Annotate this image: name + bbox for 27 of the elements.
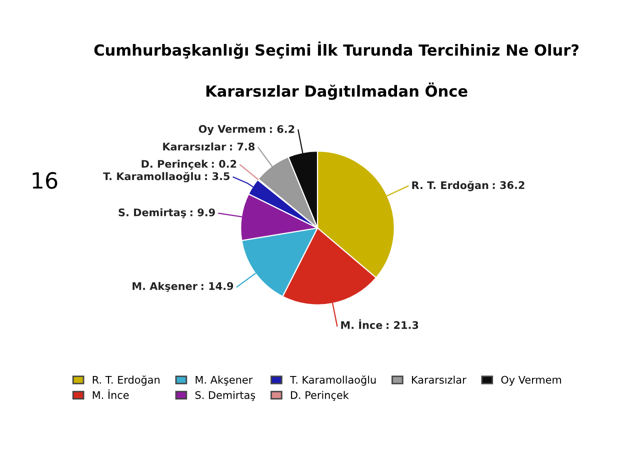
data-label: : 7.8 [230,142,255,151]
legend-label: Kararsızlar [412,376,466,384]
slice-label: S. Demirtaş [118,208,186,218]
data-label: : 6.2 [270,125,294,133]
chart-title: Cumhurbaşkanlığı Seçimi İlk Turunda Tercihiniz Ne Olur? [94,41,579,59]
slice-label: M. Akşener [132,282,198,292]
slice-label: M. İnce [341,319,382,329]
legend-label: R. T. Erdoğan [92,375,160,386]
data-label: : 3.5 [205,172,230,180]
legend-label: T. Karamollaoğlu [290,375,376,386]
legend-label: M. Akşener [196,376,253,386]
text: 16 [32,172,58,189]
legend-label: D. Perinçek [291,390,349,401]
data-label: : 36.2 [492,181,524,190]
slice-label: Oy Vermem [198,125,266,135]
slice-label: D. Perinçek [142,160,208,170]
legend-label: S. Demirtaş [195,390,256,401]
data-label: : 9.9 [190,208,215,216]
legend-label: Oy Vermem [501,376,562,386]
chart-subtitle: Kararsızlar Dağıtılmadan Önce [206,82,468,100]
data-label: : 21.3 [386,321,418,329]
data-label: : 14.9 [201,282,234,290]
slice-label: R. T. Erdoğan [412,180,488,192]
slice-label: T. Karamollaoğlu [103,172,200,182]
legend-label: M. İnce [92,389,129,400]
slice-label: Kararsızlar [163,142,226,151]
data-label: : 0.2 [212,160,236,168]
